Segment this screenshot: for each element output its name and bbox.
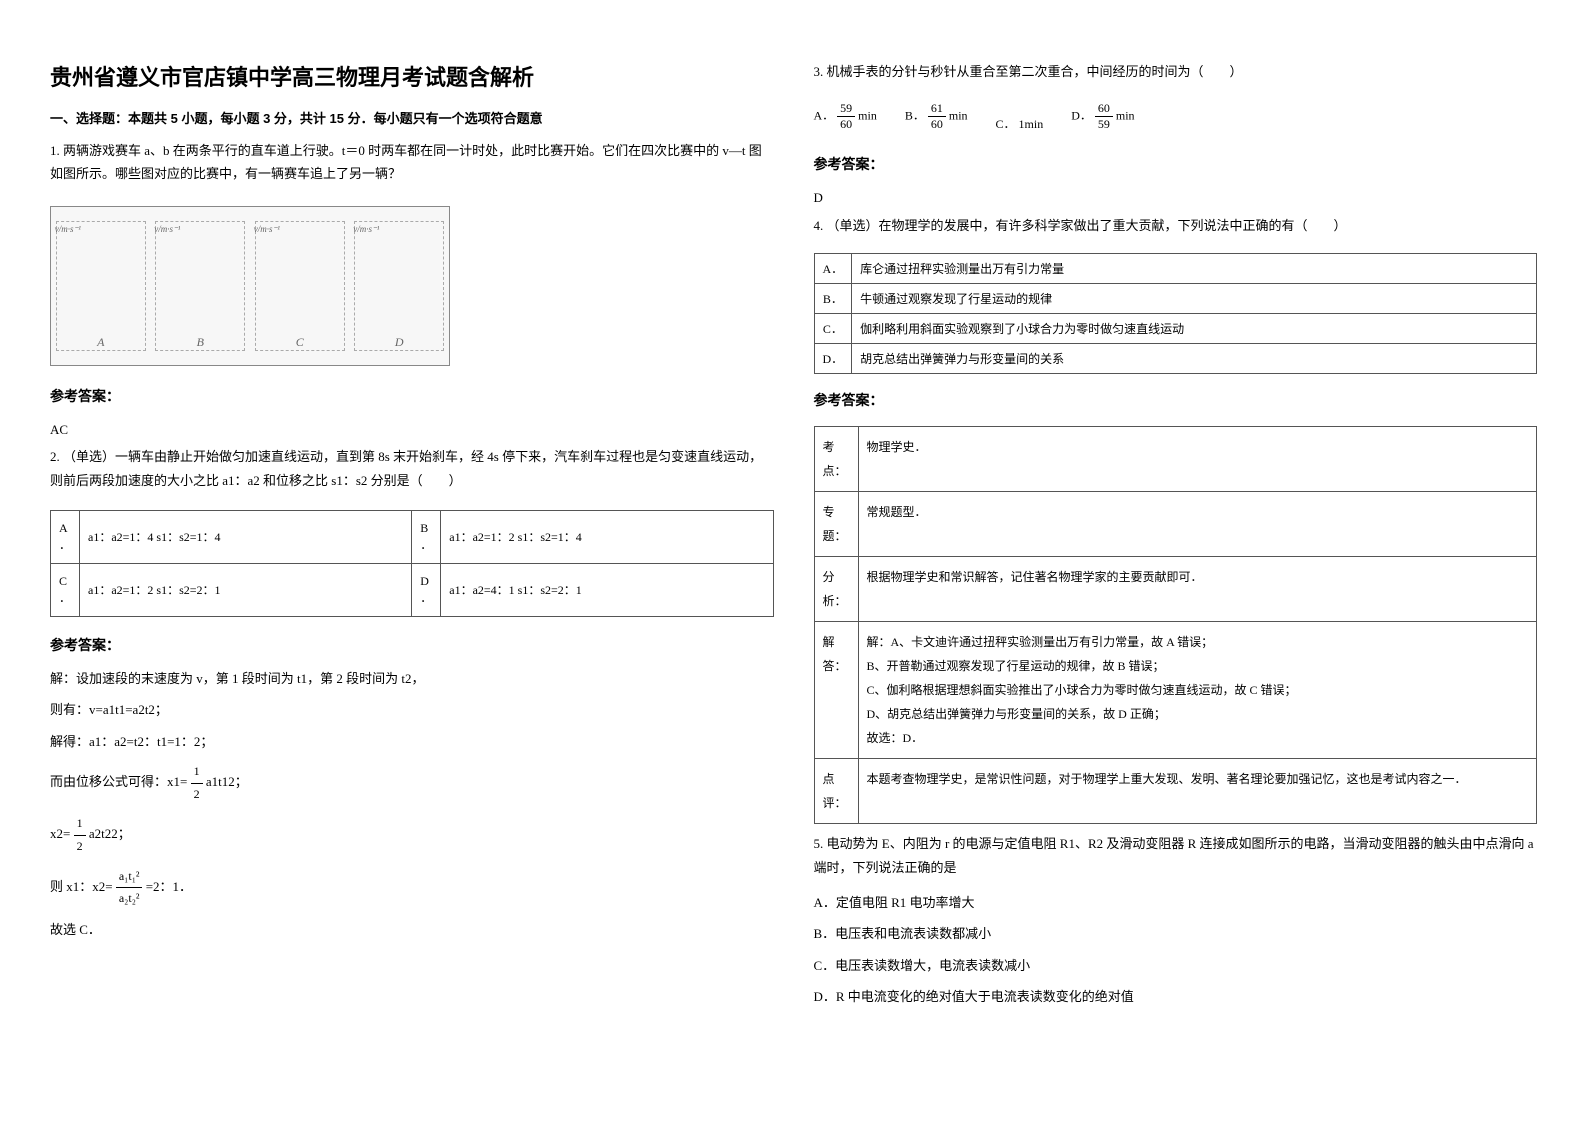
ana-key: 分析： xyxy=(814,557,858,622)
ana-key: 解答： xyxy=(814,622,858,759)
opt-val: a1：a2=1：4 s1：s2=1：4 xyxy=(80,510,412,563)
opt-key: A． xyxy=(814,254,852,284)
text: a1t12； xyxy=(206,774,248,789)
q5-text: 5. 电动势为 E、内阻为 r 的电源与定值电阻 R1、R2 及滑动变阻器 R … xyxy=(814,832,1538,879)
text: x2= xyxy=(50,826,70,841)
opt-label: B． xyxy=(905,109,925,123)
unit: min xyxy=(949,109,968,123)
text: a2t22； xyxy=(89,826,131,841)
q1-figure: v/m·s⁻¹ A v/m·s⁻¹ B v/m·s⁻¹ C v/m·s⁻¹ D xyxy=(50,206,450,366)
frac-num: 1 xyxy=(191,761,203,784)
q2-sol: 解得：a1：a2=t2：t1=1：2； xyxy=(50,730,774,753)
opt-key: C． xyxy=(814,314,852,344)
ana-key: 专题： xyxy=(814,492,858,557)
answer-label: 参考答案： xyxy=(50,386,774,406)
ana-val: 常规题型． xyxy=(858,492,1537,557)
frac-den: 60 xyxy=(837,117,855,132)
opt-val: 伽利略利用斜面实验观察到了小球合力为零时做匀速直线运动 xyxy=(852,314,1537,344)
opt-label: A． xyxy=(814,109,835,123)
ana-key: 点评： xyxy=(814,759,858,824)
ana-key: 考点： xyxy=(814,427,858,492)
axis-label: v/m·s⁻¹ xyxy=(55,224,81,235)
frac-num: 61 xyxy=(928,101,946,117)
answer-label: 参考答案： xyxy=(814,390,1538,410)
opt-val: 胡克总结出弹簧弹力与形变量间的关系 xyxy=(852,344,1537,374)
text: =2：1． xyxy=(146,879,192,894)
ana-val: 本题考查物理学史，是常识性问题，对于物理学上重大发现、发明、著名理论要加强记忆，… xyxy=(858,759,1537,824)
section-header: 一、选择题：本题共 5 小题，每小题 3 分，共计 15 分．每小题只有一个选项… xyxy=(50,108,774,127)
q5-opt-c: C．电压表读数增大，电流表读数减小 xyxy=(814,954,1538,977)
opt-label: C． xyxy=(996,117,1016,131)
frac-den: 59 xyxy=(1095,117,1113,132)
subplot-label: D xyxy=(395,335,404,350)
unit: min xyxy=(1116,109,1135,123)
subplot-label: C xyxy=(296,335,304,350)
q3-answer: D xyxy=(814,186,1538,209)
frac-den: 2 xyxy=(191,784,203,806)
opt-key: A． xyxy=(51,510,80,563)
ana-val: 物理学史． xyxy=(858,427,1537,492)
q1-text: 1. 两辆游戏赛车 a、b 在两条平行的直车道上行驶。t＝0 时两车都在同一计时… xyxy=(50,139,774,186)
opt-val: 牛顿通过观察发现了行星运动的规律 xyxy=(852,284,1537,314)
q2-options-table: A． a1：a2=1：4 s1：s2=1：4 B． a1：a2=1：2 s1：s… xyxy=(50,510,774,617)
q2-sol: 则有：v=a1t1=a2t2； xyxy=(50,698,774,721)
opt-val: 库仑通过扭秤实验测量出万有引力常量 xyxy=(852,254,1537,284)
text: 而由位移公式可得：x1= xyxy=(50,774,187,789)
answer-label: 参考答案： xyxy=(814,154,1538,174)
q2-displacement-2: x2= 12 a2t22； xyxy=(50,813,774,857)
axis-label: v/m·s⁻¹ xyxy=(254,224,280,235)
q2-text: 2. （单选）一辆车由静止开始做匀加速直线运动，直到第 8s 末开始刹车，经 4… xyxy=(50,445,774,492)
opt-key: D． xyxy=(814,344,852,374)
frac-num: 1 xyxy=(74,813,86,836)
opt-key: B． xyxy=(814,284,852,314)
q3-options: A． 5960 min B． 6160 min C． 1min D． 6059 … xyxy=(814,101,1538,132)
answer-label: 参考答案： xyxy=(50,635,774,655)
subplot-label: A xyxy=(97,335,104,350)
q2-sol: 解：设加速段的末速度为 v，第 1 段时间为 t1，第 2 段时间为 t2， xyxy=(50,667,774,690)
frac-den: 2 xyxy=(74,836,86,858)
frac-den: a₂t₂² xyxy=(116,888,143,910)
q3-text: 3. 机械手表的分针与秒针从重合至第二次重合，中间经历的时间为（ ） xyxy=(814,60,1538,83)
unit: min xyxy=(858,109,877,123)
q5-opt-b: B．电压表和电流表读数都减小 xyxy=(814,922,1538,945)
q5-opt-d: D．R 中电流变化的绝对值大于电流表读数变化的绝对值 xyxy=(814,985,1538,1008)
opt-key: B． xyxy=(412,510,441,563)
opt-c: C． 1min xyxy=(996,115,1044,132)
text: 则 x1：x2= xyxy=(50,879,113,894)
axis-label: v/m·s⁻¹ xyxy=(353,224,379,235)
q4-options-table: A．库仑通过扭秤实验测量出万有引力常量 B．牛顿通过观察发现了行星运动的规律 C… xyxy=(814,253,1538,374)
q4-analysis-table: 考点：物理学史． 专题：常规题型． 分析：根据物理学史和常识解答，记住著名物理学… xyxy=(814,426,1538,824)
frac-num: a₁t₁² xyxy=(116,866,143,889)
opt-key: C． xyxy=(51,563,80,616)
q2-ratio: 则 x1：x2= a₁t₁²a₂t₂² =2：1． xyxy=(50,866,774,910)
opt-d: D． 6059 min xyxy=(1071,101,1134,132)
q1-answer: AC xyxy=(50,418,774,441)
q2-final: 故选 C． xyxy=(50,918,774,941)
opt-label: D． xyxy=(1071,109,1092,123)
axis-label: v/m·s⁻¹ xyxy=(154,224,180,235)
opt-val: 1min xyxy=(1019,117,1044,131)
opt-b: B． 6160 min xyxy=(905,101,968,132)
opt-val: a1：a2=1：2 s1：s2=2：1 xyxy=(80,563,412,616)
opt-val: a1：a2=4：1 s1：s2=2：1 xyxy=(441,563,773,616)
frac-num: 59 xyxy=(837,101,855,117)
opt-a: A． 5960 min xyxy=(814,101,877,132)
opt-key: D． xyxy=(412,563,441,616)
frac-num: 60 xyxy=(1095,101,1113,117)
q5-opt-a: A．定值电阻 R1 电功率增大 xyxy=(814,891,1538,914)
ana-val: 解：A、卡文迪许通过扭秤实验测量出万有引力常量，故 A 错误； B、开普勒通过观… xyxy=(858,622,1537,759)
opt-val: a1：a2=1：2 s1：s2=1：4 xyxy=(441,510,773,563)
page-title: 贵州省遵义市官店镇中学高三物理月考试题含解析 xyxy=(50,60,774,92)
q2-displacement-1: 而由位移公式可得：x1= 12 a1t12； xyxy=(50,761,774,805)
q4-text: 4. （单选）在物理学的发展中，有许多科学家做出了重大贡献，下列说法中正确的有（… xyxy=(814,214,1538,237)
frac-den: 60 xyxy=(928,117,946,132)
subplot-label: B xyxy=(197,335,204,350)
ana-val: 根据物理学史和常识解答，记住著名物理学家的主要贡献即可． xyxy=(858,557,1537,622)
